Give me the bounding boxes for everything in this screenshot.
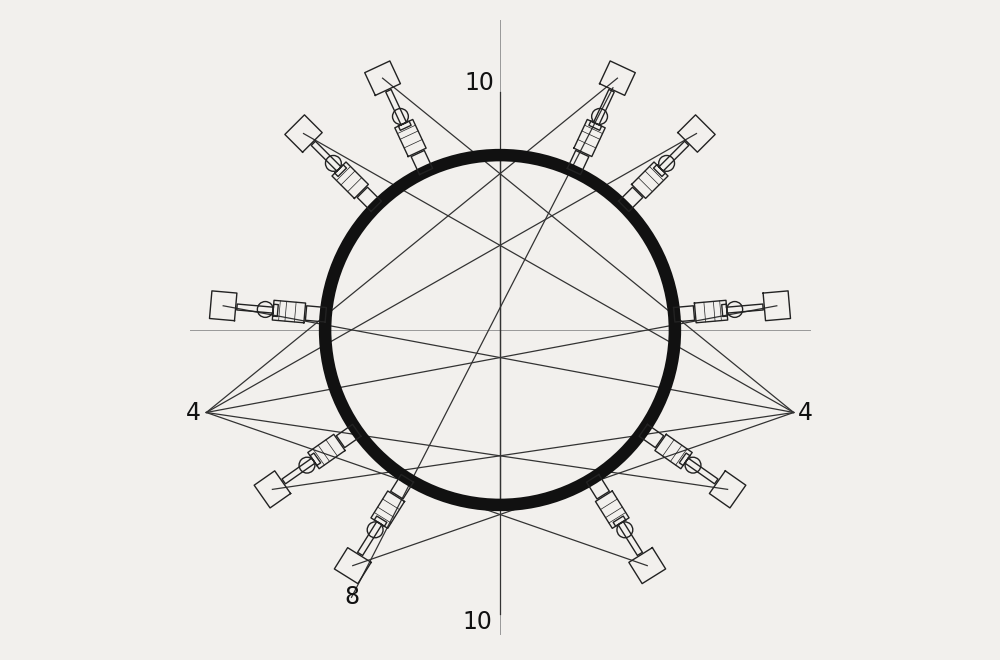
Text: 4: 4 [797, 401, 812, 424]
Text: 8: 8 [344, 585, 359, 609]
Text: 10: 10 [464, 71, 494, 94]
Text: 4: 4 [186, 401, 201, 424]
Text: 10: 10 [462, 610, 492, 634]
